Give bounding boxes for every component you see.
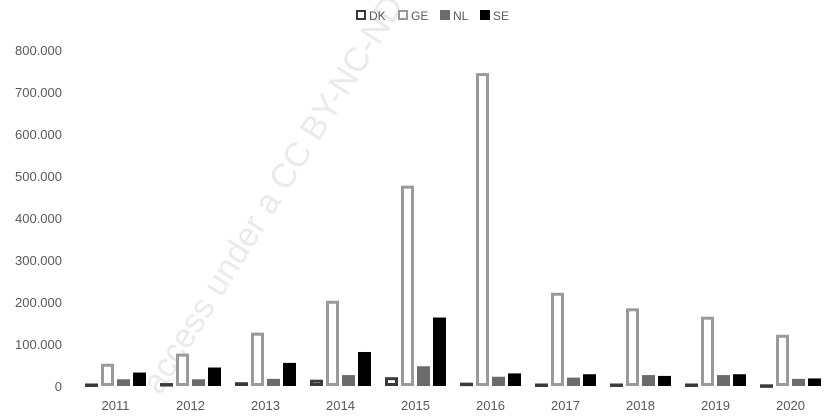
bar-ge-2015 — [401, 185, 414, 386]
x-tick-label: 2016 — [476, 398, 505, 413]
bar-nl-2019 — [717, 375, 730, 386]
x-axis: 2011 2012 2013 2014 2015 2016 2017 2018 2019 2020 — [102, 398, 805, 413]
bar-dk-2015 — [385, 377, 398, 386]
bar-ge-2018 — [626, 308, 639, 386]
bar-nl-2011 — [117, 379, 130, 386]
bar-nl-2013 — [267, 378, 280, 386]
bar-ge-2014 — [326, 300, 339, 386]
x-tick-label: 2019 — [701, 398, 730, 413]
x-tick-label: 2018 — [626, 398, 655, 413]
bar-dk-2012 — [160, 383, 173, 387]
bar-nl-2015 — [417, 366, 430, 386]
x-tick-label: 2020 — [776, 398, 805, 413]
bar-se-2011 — [133, 372, 146, 386]
bar-se-2013 — [283, 362, 296, 386]
bar-nl-2016 — [492, 376, 505, 386]
watermark-text: access under a CC BY-NC-ND — [135, 0, 412, 400]
y-tick-label: 400.000 — [15, 211, 62, 226]
y-tick-label: 300.000 — [15, 253, 62, 268]
y-tick-label: 600.000 — [15, 127, 62, 142]
bar-nl-2020 — [792, 378, 805, 386]
legend: DK GE NL SE — [356, 9, 509, 23]
bar-dk-2014 — [310, 379, 323, 387]
x-tick-label: 2012 — [176, 398, 205, 413]
watermark: access under a CC BY-NC-ND — [135, 0, 412, 400]
legend-label-ge: GE — [411, 9, 428, 23]
bars — [85, 73, 821, 388]
bar-nl-2012 — [192, 379, 205, 386]
bar-dk-2011 — [85, 383, 98, 387]
bar-se-2018 — [658, 375, 671, 386]
bar-ge-2020 — [776, 334, 789, 387]
bar-se-2015 — [433, 317, 446, 386]
bar-ge-2011 — [101, 363, 114, 386]
y-tick-label: 800.000 — [15, 43, 62, 58]
y-tick-label: 0 — [55, 379, 62, 394]
bar-ge-2013 — [251, 332, 264, 387]
x-tick-label: 2013 — [251, 398, 280, 413]
y-axis: 0 100.000 200.000 300.000 400.000 500.000 600.… — [15, 43, 62, 394]
y-tick-label: 500.000 — [15, 169, 62, 184]
legend-swatch-ge — [398, 10, 408, 20]
x-tick-label: 2015 — [401, 398, 430, 413]
bar-ge-2016 — [476, 73, 489, 386]
x-tick-label: 2011 — [102, 398, 130, 413]
bar-ge-2012 — [176, 353, 189, 387]
legend-swatch-dk — [356, 10, 366, 20]
x-tick-label: 2014 — [326, 398, 355, 413]
bar-se-2020 — [808, 378, 821, 386]
y-tick-label: 100.000 — [15, 337, 62, 352]
bar-dk-2019 — [685, 383, 698, 387]
bar-se-2012 — [208, 367, 221, 386]
bar-nl-2014 — [342, 375, 355, 386]
bar-se-2017 — [583, 374, 596, 386]
bar-dk-2017 — [535, 383, 548, 387]
bar-se-2014 — [358, 351, 371, 386]
bar-se-2019 — [733, 374, 746, 386]
bar-nl-2018 — [642, 375, 655, 386]
legend-swatch-nl — [440, 10, 450, 20]
legend-label-dk: DK — [369, 9, 386, 23]
legend-swatch-se — [480, 10, 490, 20]
bar-ge-2019 — [701, 316, 714, 387]
x-tick-label: 2017 — [551, 398, 580, 413]
y-tick-label: 200.000 — [15, 295, 62, 310]
bar-dk-2013 — [235, 382, 248, 387]
bar-se-2016 — [508, 373, 521, 386]
legend-label-nl: NL — [453, 9, 469, 23]
bar-nl-2017 — [567, 377, 580, 386]
bar-dk-2020 — [760, 384, 773, 388]
bar-dk-2016 — [460, 382, 473, 387]
bar-ge-2017 — [551, 292, 564, 387]
bar-dk-2018 — [610, 383, 623, 387]
legend-label-se: SE — [493, 9, 509, 23]
y-tick-label: 700.000 — [15, 85, 62, 100]
